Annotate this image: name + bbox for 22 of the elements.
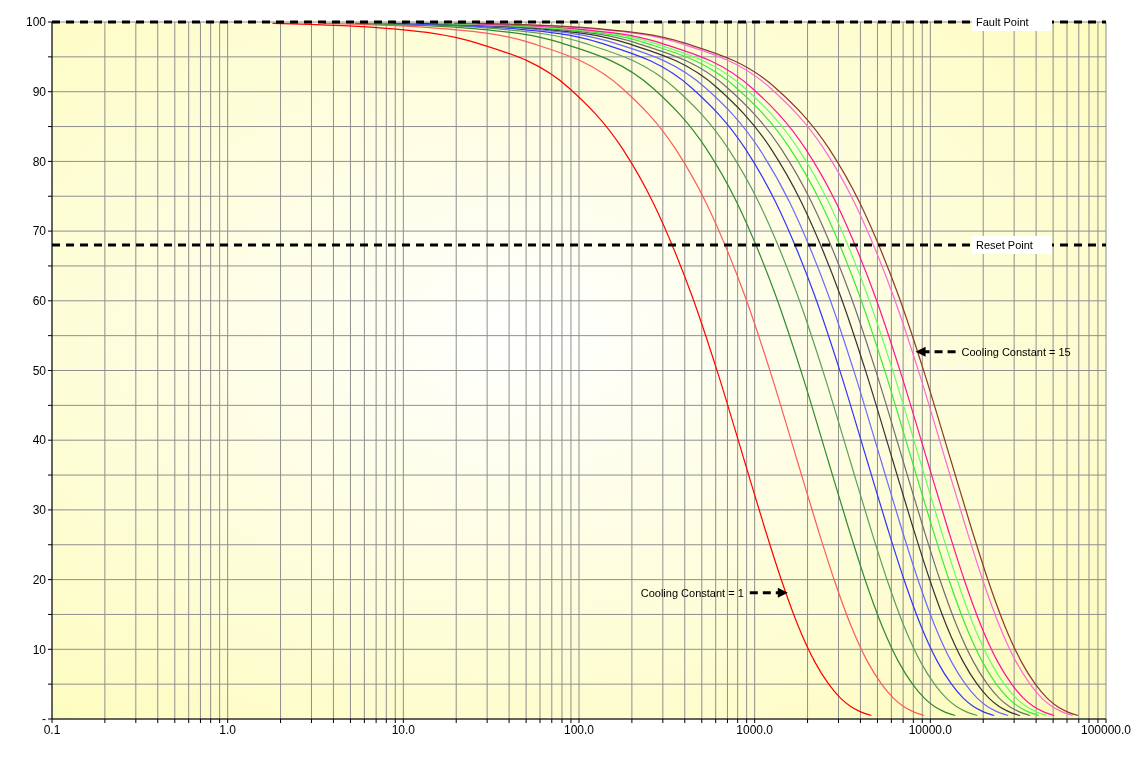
- y-tick-label: 90: [32, 84, 47, 99]
- ref-line-label: Fault Point: [976, 16, 1029, 28]
- x-tick-label: 100000.0: [1080, 722, 1132, 737]
- ref-line-label: Reset Point: [976, 239, 1033, 252]
- y-tick-label: 60: [32, 294, 47, 309]
- x-tick-label: 10.0: [391, 722, 416, 737]
- y-tick-label: 50: [32, 363, 47, 378]
- y-tick-label: 20: [32, 572, 47, 587]
- x-tick-label: 10000.0: [908, 722, 953, 737]
- y-tick-label: -: [42, 712, 46, 727]
- y-tick-label: 70: [32, 224, 47, 239]
- annotation: Cooling Constant = 15: [961, 345, 1071, 358]
- y-tick-label: 30: [32, 503, 47, 518]
- y-tick-label: 40: [32, 433, 47, 448]
- x-tick-label: 0.1: [43, 722, 61, 737]
- y-tick-label: 10: [32, 642, 47, 657]
- x-tick-label: 1000.0: [736, 722, 774, 737]
- x-tick-label: 1.0: [219, 722, 237, 737]
- y-tick-label: 100: [25, 15, 47, 30]
- annotation: Cooling Constant = 1: [640, 586, 744, 599]
- x-tick-label: 100.0: [563, 722, 595, 737]
- y-tick-label: 80: [32, 154, 47, 169]
